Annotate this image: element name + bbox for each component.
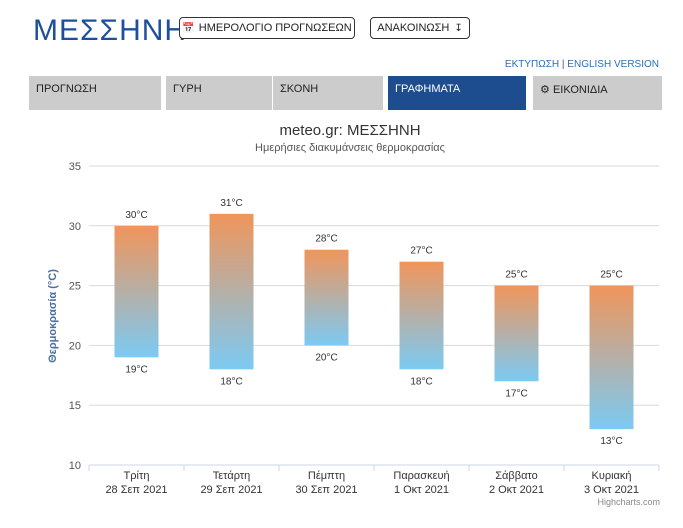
print-link[interactable]: ΕΚΤΥΠΩΣΗ	[504, 59, 560, 70]
y-tick-label: 15	[69, 400, 81, 412]
x-tick-date: 30 Σεπ 2021	[295, 484, 357, 496]
y-tick-label: 20	[69, 340, 81, 352]
forecast-calendar-button[interactable]: 📅 ΗΜΕΡΟΛΟΓΙΟ ΠΡΟΓΝΩΣΕΩΝ	[179, 17, 355, 39]
low-temp-label: 18°C	[220, 376, 242, 387]
x-tick-day: Τρίτη	[124, 470, 150, 482]
chart-bars	[114, 213, 634, 430]
y-axis-title: Θερμοκρασία (°C)	[47, 269, 59, 363]
tab-charts-label: ΓΡΑΦΗΜΑΤΑ	[395, 83, 461, 95]
x-tick-day: Κυριακή	[591, 470, 631, 482]
low-temp-label: 20°C	[315, 352, 337, 363]
x-tick-date: 28 Σεπ 2021	[105, 484, 167, 496]
tab-humidity[interactable]: ΓΥΡΗ	[166, 76, 272, 110]
tab-dust-label: ΣΚΟΝΗ	[280, 83, 319, 95]
x-tick-date: 1 Οκτ 2021	[394, 484, 449, 496]
tab-forecast-label: ΠΡΟΓΝΩΣΗ	[36, 83, 97, 95]
low-temp-label: 13°C	[600, 436, 622, 447]
x-tick-day: Παρασκευή	[393, 470, 449, 482]
y-axis-ticks: 10 15 20 25 30 35	[69, 161, 81, 472]
y-tick-label: 35	[69, 161, 81, 173]
tab-icons[interactable]: ⚙ ΕΙΚΟΝΙΔΙΑ	[533, 76, 662, 110]
high-temp-label: 31°C	[220, 198, 242, 209]
y-tick-label: 10	[69, 460, 81, 472]
tab-charts[interactable]: ΓΡΑΦΗΜΑΤΑ	[388, 76, 526, 110]
chart-subtitle: Ημερήσιες διακυμάνσεις θερμοκρασίας	[255, 142, 445, 154]
low-temp-label: 18°C	[410, 376, 432, 387]
low-temp-label: 17°C	[505, 388, 527, 399]
high-temp-label: 28°C	[315, 234, 337, 245]
chart-title: meteo.gr: ΜΕΣΣΗΝΗ	[279, 122, 420, 139]
low-temp-label: 19°C	[125, 364, 147, 375]
temperature-range-bar[interactable]	[209, 213, 254, 370]
link-separator: |	[561, 59, 565, 70]
high-temp-label: 25°C	[505, 270, 527, 281]
high-temp-label: 25°C	[600, 270, 622, 281]
data-labels: 30°C 19°C 31°C 18°C 28°C 20°C 27°C 18°C 25°C 17°C…	[125, 198, 622, 447]
high-temp-label: 27°C	[410, 246, 432, 257]
temperature-range-bar[interactable]	[304, 249, 349, 346]
announcement-button[interactable]: ΑΝΑΚΟΙΝΩΣΗ ↧	[370, 17, 470, 39]
temperature-range-bar[interactable]	[589, 285, 634, 430]
tab-forecast[interactable]: ΠΡΟΓΝΩΣΗ	[29, 76, 161, 110]
tab-humidity-label: ΓΥΡΗ	[173, 83, 202, 95]
tab-dust[interactable]: ΣΚΟΝΗ	[273, 76, 383, 110]
announcement-label: ΑΝΑΚΟΙΝΩΣΗ	[377, 22, 450, 34]
english-version-link[interactable]: ENGLISH VERSION	[567, 59, 659, 70]
y-tick-label: 30	[69, 221, 81, 233]
high-temp-label: 30°C	[125, 210, 147, 221]
x-tick-date: 29 Σεπ 2021	[200, 484, 262, 496]
forecast-calendar-label: ΗΜΕΡΟΛΟΓΙΟ ΠΡΟΓΝΩΣΕΩΝ	[198, 22, 352, 34]
x-tick-date: 3 Οκτ 2021	[584, 484, 639, 496]
gear-icon: ⚙	[540, 84, 550, 96]
x-tick-date: 2 Οκτ 2021	[489, 484, 544, 496]
x-tick-day: Σάββατο	[495, 470, 537, 482]
y-tick-label: 25	[69, 281, 81, 293]
x-tick-day: Τετάρτη	[213, 470, 251, 482]
page-title: ΜΕΣΣΗΝΗ	[33, 14, 188, 47]
tab-icons-label: ΕΙΚΟΝΙΔΙΑ	[552, 84, 608, 96]
calendar-icon: 📅	[182, 22, 195, 34]
temperature-range-bar[interactable]	[399, 261, 444, 370]
temperature-range-bar[interactable]	[114, 225, 159, 358]
x-axis-labels: Τρίτη 28 Σεπ 2021 Τετάρτη 29 Σεπ 2021 Πέμπτη…	[105, 470, 639, 496]
chart-grid	[88, 165, 660, 471]
temperature-range-bar[interactable]	[494, 285, 539, 382]
x-tick-day: Πέμπτη	[308, 470, 345, 482]
header-links: ΕΚΤΥΠΩΣΗ | ENGLISH VERSION	[505, 59, 659, 70]
arrow-down-icon: ↧	[454, 22, 463, 34]
chart-credit[interactable]: Highcharts.com	[597, 497, 660, 507]
